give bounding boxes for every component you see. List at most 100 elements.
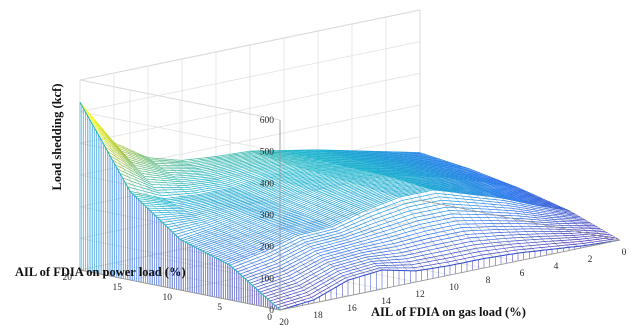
mesh-segment <box>288 177 293 179</box>
mesh-segment <box>489 181 494 183</box>
mesh-segment <box>300 195 305 198</box>
mesh-segment <box>210 161 215 164</box>
mesh-segment <box>300 201 305 205</box>
mesh-segment <box>152 168 157 171</box>
mesh-segment <box>356 184 361 187</box>
mesh-segment <box>348 181 353 184</box>
mesh-segment <box>236 229 241 233</box>
mesh-segment <box>289 189 294 192</box>
mesh-segment <box>213 194 217 197</box>
mesh-segment <box>247 156 252 159</box>
mesh-segment <box>251 193 256 196</box>
mesh-segment <box>373 178 378 180</box>
mesh-segment <box>195 185 200 187</box>
mesh-segment <box>146 191 151 194</box>
mesh-segment <box>236 210 241 213</box>
mesh-segment <box>233 177 238 180</box>
mesh-segment <box>175 224 179 227</box>
mesh-segment <box>307 176 312 179</box>
mesh-segment <box>340 165 345 167</box>
mesh-segment <box>242 211 247 213</box>
mesh-segment <box>240 169 245 172</box>
mesh-segment <box>118 166 123 169</box>
mesh-segment <box>327 186 332 189</box>
mesh-segment <box>378 179 383 182</box>
mesh-segment <box>233 189 238 191</box>
mesh-segment <box>257 164 262 167</box>
mesh-segment <box>267 163 272 166</box>
mesh-segment <box>303 215 308 218</box>
mesh-segment <box>203 158 208 160</box>
mesh-segment <box>222 226 227 229</box>
mesh-segment <box>203 233 208 236</box>
mesh-segment <box>251 223 256 226</box>
mesh-segment <box>274 179 279 182</box>
mesh-segment <box>222 208 227 210</box>
mesh-segment <box>202 195 207 198</box>
mesh-segment <box>151 161 156 164</box>
mesh-segment <box>250 219 255 222</box>
mesh-segment <box>186 204 191 207</box>
mesh-segment <box>499 185 504 187</box>
mesh-segment <box>342 186 347 189</box>
mesh-segment <box>296 215 301 218</box>
mesh-segment <box>383 185 388 187</box>
mesh-segment <box>190 188 195 190</box>
mesh-segment <box>213 179 218 181</box>
mesh-segment <box>390 177 395 180</box>
mesh-segment <box>116 146 121 151</box>
mesh-segment <box>299 170 304 172</box>
mesh-segment <box>310 193 315 196</box>
mesh-segment <box>227 216 232 219</box>
mesh-segment <box>259 215 264 217</box>
mesh-segment <box>224 206 229 208</box>
mesh-segment <box>502 186 507 188</box>
mesh-segment <box>243 170 248 173</box>
mesh-segment <box>262 175 267 178</box>
mesh-segment <box>260 199 265 201</box>
mesh-segment <box>200 161 205 164</box>
mesh-segment <box>493 178 498 180</box>
mesh-segment <box>186 237 191 240</box>
mesh-segment <box>154 163 159 166</box>
mesh-segment <box>470 182 475 184</box>
mesh-segment <box>228 226 233 229</box>
mesh-segment <box>308 167 313 169</box>
mesh-segment <box>225 168 230 171</box>
mesh-segment <box>323 174 328 177</box>
mesh-segment <box>357 191 362 194</box>
mesh-segment <box>280 200 285 203</box>
mesh-segment <box>407 182 412 185</box>
mesh-segment <box>314 170 319 173</box>
mesh-segment <box>194 238 199 241</box>
mesh-segment <box>308 217 313 220</box>
mesh-segment <box>324 190 329 192</box>
mesh-segment <box>321 167 326 170</box>
mesh-segment <box>247 160 252 163</box>
mesh-segment <box>304 193 309 197</box>
mesh-segment <box>243 187 248 190</box>
mesh-segment <box>329 192 334 194</box>
mesh-segment <box>237 161 242 163</box>
mesh-segment <box>193 235 198 238</box>
mesh-segment <box>120 146 125 149</box>
mesh-segment <box>233 158 238 160</box>
mesh-segment <box>260 223 265 227</box>
mesh-segment <box>191 240 196 243</box>
mesh-segment <box>190 199 195 201</box>
mesh-segment <box>169 175 174 177</box>
mesh-segment <box>277 163 282 165</box>
mesh-segment <box>329 197 334 200</box>
mesh-segment <box>205 196 210 199</box>
mesh-segment <box>182 182 187 185</box>
mesh-segment <box>473 183 478 185</box>
mesh-segment <box>328 194 333 196</box>
mesh-segment <box>228 180 233 183</box>
mesh-segment <box>263 183 268 186</box>
mesh-segment <box>209 174 214 176</box>
mesh-segment <box>344 197 349 200</box>
mesh-segment <box>484 181 489 183</box>
mesh-segment <box>249 201 254 204</box>
mesh-segment <box>502 184 507 186</box>
mesh-segment <box>221 248 226 251</box>
